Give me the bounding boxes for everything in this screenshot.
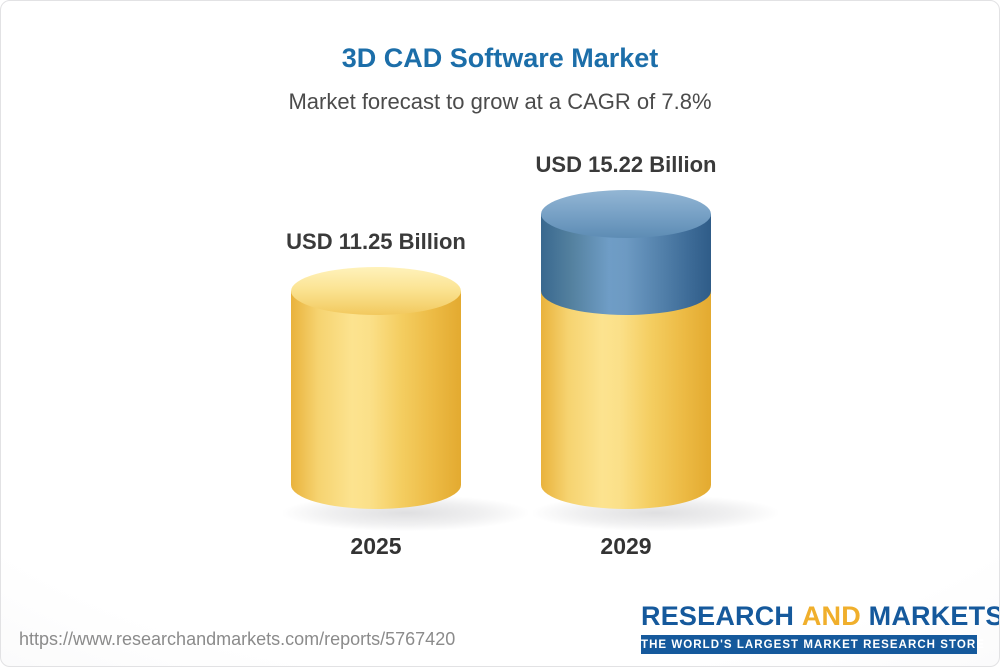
logo-word-research: RESEARCH — [641, 601, 795, 631]
segment-2029-growth-top-face — [541, 190, 711, 238]
segment-2029-growth — [541, 190, 711, 315]
logo-word-markets: MARKETS — [868, 601, 1000, 631]
chart-subtitle: Market forecast to grow at a CAGR of 7.8… — [288, 89, 712, 114]
cylinder-2025-top-face — [291, 267, 461, 315]
value-label-2025: USD 11.25 Billion — [286, 229, 466, 254]
logo-word-and: AND — [801, 601, 861, 631]
logo-tagline: THE WORLD'S LARGEST MARKET RESEARCH STOR… — [641, 635, 984, 654]
category-label-2025: 2025 — [350, 533, 402, 559]
value-label-2029: USD 15.22 Billion — [535, 152, 717, 177]
cylinder-2025 — [291, 267, 461, 509]
category-label-2029: 2029 — [600, 533, 652, 559]
chart-title: 3D CAD Software Market — [341, 43, 659, 73]
segment-2029-base — [541, 291, 711, 509]
segment-2029-growth-bottom-face — [541, 267, 711, 315]
logo-wordmark: RESEARCH AND MARKETS — [641, 601, 999, 632]
report-url: https://www.researchandmarkets.com/repor… — [19, 629, 456, 649]
research-and-markets-logo: RESEARCH AND MARKETS THE WORLD'S LARGEST… — [641, 601, 999, 654]
